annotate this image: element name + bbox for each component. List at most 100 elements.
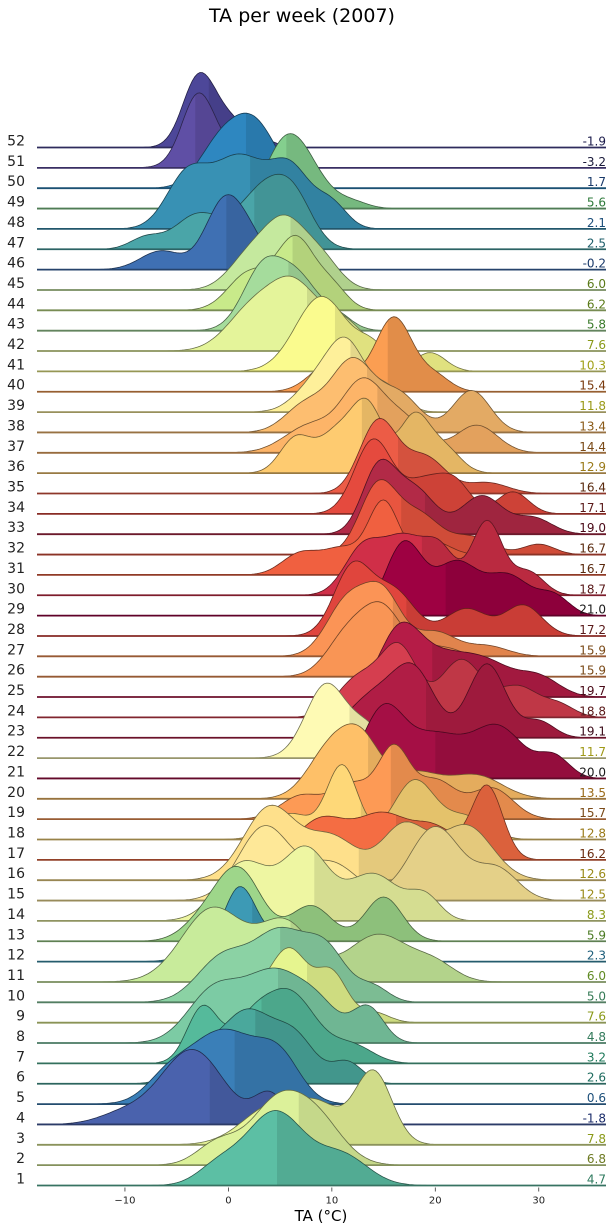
mean-label: 11.7 [579,745,606,759]
week-label: 5 [16,1090,25,1106]
week-label: 29 [7,602,25,618]
week-label: 45 [7,276,25,292]
density-area [37,845,606,921]
week-label: 26 [7,663,25,679]
mean-label: 7.8 [587,1132,606,1146]
week-label: 28 [7,622,25,638]
week-label: 41 [7,357,25,373]
week-label: 17 [7,846,25,862]
density-area [37,153,606,229]
mean-label: 18.7 [579,582,606,596]
week-label: 18 [7,826,25,842]
density-area [37,438,606,514]
mean-label: 11.8 [579,399,606,413]
mean-label: 12.5 [579,888,606,902]
ridge-week-33: 33 19.0 [7,458,606,536]
week-label: 50 [7,174,25,190]
density-area [37,72,606,148]
density-area [37,174,606,250]
week-label: 21 [7,764,25,780]
mean-label: 6.8 [587,1152,606,1166]
density-area [37,499,606,575]
mean-label: 21.0 [579,603,606,617]
week-label: 48 [7,215,25,231]
density-area [37,703,606,779]
mean-label: 3.2 [587,1050,606,1064]
density-upper-shade [424,492,606,535]
density-upper-shade [280,927,606,1003]
week-label: 16 [7,866,25,882]
density-area [37,744,606,820]
density-area [37,866,606,942]
week-label: 11 [7,968,25,984]
week-label: 9 [16,1009,25,1025]
week-label: 15 [7,887,25,903]
density-area [37,764,606,840]
density-area [37,642,606,718]
density-area [37,215,606,290]
density-area [37,662,606,738]
mean-label: 5.0 [587,989,606,1003]
mean-label: 16.7 [579,562,606,576]
mean-label: 12.8 [579,827,606,841]
chart-title: TA per week (2007) [208,5,395,27]
week-label: 46 [7,256,25,272]
mean-label: 6.0 [587,277,606,291]
week-label: 39 [7,398,25,414]
density-area [37,907,606,982]
week-label: 7 [16,1049,25,1065]
week-label: 1 [16,1172,25,1188]
week-label: 30 [7,581,25,597]
mean-label: 15.4 [579,379,606,393]
week-label: 43 [7,317,25,333]
density-area [37,540,606,616]
density-area [37,561,606,636]
mean-label: 14.4 [579,440,606,454]
mean-label: 15.9 [579,643,606,657]
mean-label: 5.6 [587,196,606,210]
mean-label: 16.2 [579,847,606,861]
density-area [37,968,606,1043]
mean-label: 17.1 [579,501,606,515]
mean-label: 2.1 [587,216,606,230]
week-label: 27 [7,642,25,658]
density-area [37,357,606,433]
density-upper-shade [405,473,606,514]
week-label: 42 [7,337,25,353]
mean-label: 1.7 [587,175,606,189]
week-label: 31 [7,561,25,577]
week-label: 34 [7,500,25,516]
mean-label: 13.4 [579,419,606,433]
density-outline [37,72,606,148]
density-upper-shade [278,968,606,1043]
mean-label: 2.6 [587,1071,606,1085]
density-upper-shade [425,663,606,738]
density-area [37,479,606,555]
x-tick-label: 10 [325,1196,338,1207]
week-label: 4 [16,1110,25,1126]
density-upper-shade [250,156,606,229]
mean-label: 2.5 [587,236,606,250]
week-label: 20 [7,785,25,801]
x-tick-label: 30 [532,1196,545,1207]
mean-label: 7.6 [587,338,606,352]
ridge-week-8: 8 4.8 [16,967,606,1045]
week-label: 19 [7,805,25,821]
density-area [37,1090,606,1166]
density-upper-shade [392,597,606,657]
ridges: 52 -1.951 -3.250 1.749 5.648 2.147 2.546 -0.245… [7,72,607,1188]
mean-label: 15.7 [579,806,606,820]
density-upper-shade [401,496,606,555]
week-label: 23 [7,724,25,740]
ridge-week-19: 19 15.7 [7,743,606,821]
density-area [37,296,606,372]
week-label: 35 [7,480,25,496]
mean-label: 16.7 [579,542,606,556]
mean-label: 8.3 [587,908,606,922]
x-axis-label: TA (°C) [294,1207,348,1225]
week-label: 33 [7,520,25,536]
week-label: 22 [7,744,25,760]
mean-label: 7.6 [587,1010,606,1024]
x-tick-label: 20 [429,1196,442,1207]
